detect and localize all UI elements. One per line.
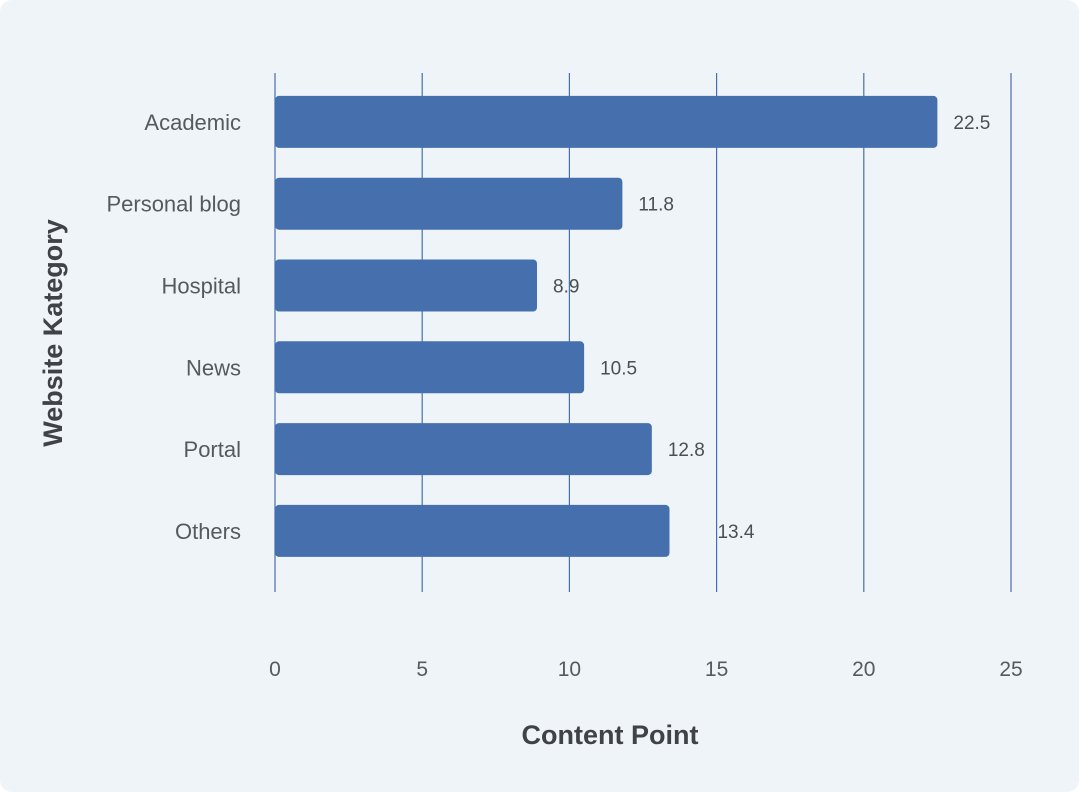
bar xyxy=(275,177,623,230)
category-label: Portal xyxy=(184,437,241,462)
x-tick-label: 20 xyxy=(852,658,875,681)
category-label: Hospital xyxy=(162,274,241,299)
category-label: News xyxy=(186,355,241,380)
y-axis-title: Website Kategory xyxy=(38,219,68,447)
x-tick-label: 25 xyxy=(999,658,1022,681)
value-label: 12.8 xyxy=(668,440,705,461)
value-labels: 22.5 11.8 8.9 10.5 12.8 13.4 xyxy=(553,113,990,543)
value-label: 11.8 xyxy=(638,195,674,216)
value-label: 22.5 xyxy=(953,113,990,134)
x-tick-labels: 0 5 10 15 20 25 xyxy=(269,658,1023,681)
value-label: 8.9 xyxy=(553,277,579,298)
bar xyxy=(275,259,538,312)
bar xyxy=(275,423,652,476)
category-labels: Academic Personal blog Hospital News Portal O… xyxy=(106,110,241,544)
grid-lines xyxy=(274,73,1012,592)
bar xyxy=(275,504,670,557)
x-tick-label: 0 xyxy=(269,658,281,681)
category-label: Personal blog xyxy=(106,192,241,217)
bar xyxy=(275,341,585,394)
x-tick-label: 10 xyxy=(558,658,581,681)
category-label: Others xyxy=(175,519,241,544)
bars xyxy=(275,95,938,557)
value-label: 13.4 xyxy=(717,522,754,543)
x-tick-label: 15 xyxy=(705,658,728,681)
category-label: Academic xyxy=(144,110,241,135)
value-label: 10.5 xyxy=(600,358,637,379)
bar xyxy=(275,95,938,148)
x-tick-label: 5 xyxy=(416,658,428,681)
x-axis-title: Content Point xyxy=(522,720,699,750)
